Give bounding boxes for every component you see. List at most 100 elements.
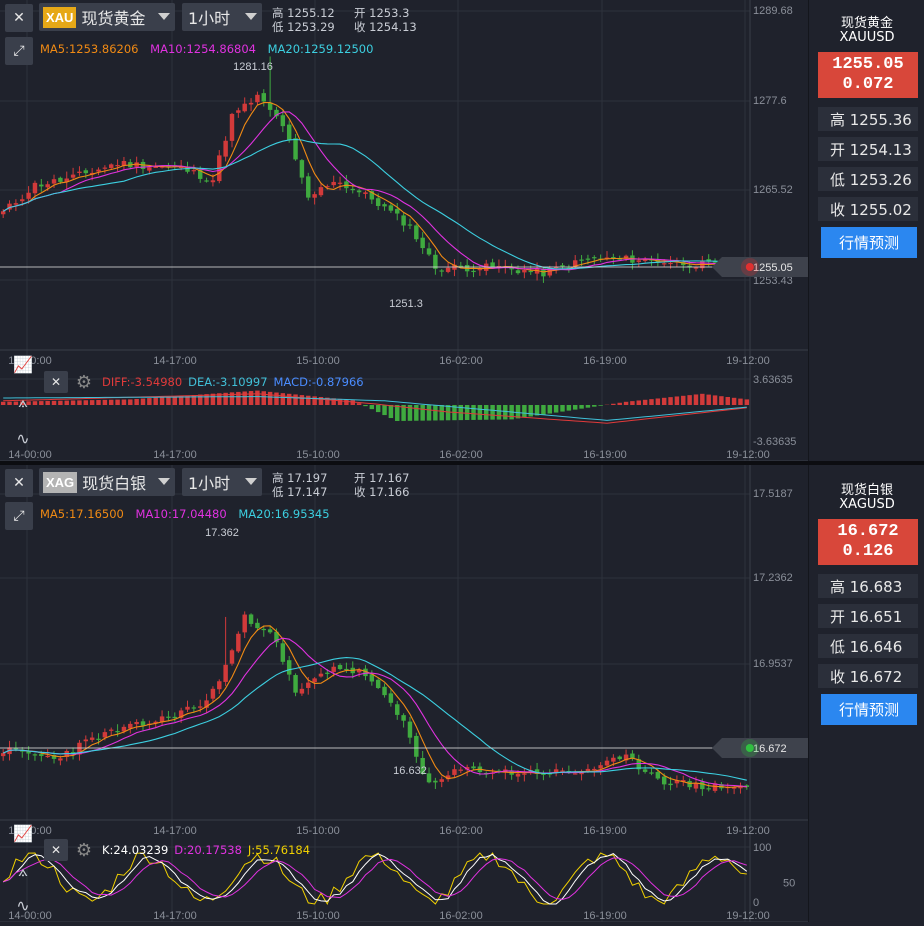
x-tick-label: 14-17:00	[153, 910, 196, 922]
candle-body	[668, 263, 672, 264]
candle-body	[471, 766, 475, 768]
wave-icon[interactable]: ∿	[8, 426, 38, 450]
symbol-selector[interactable]: XAG 现货白银	[39, 468, 175, 496]
line-chart-icon[interactable]: 📈	[8, 821, 38, 845]
candle-body	[560, 265, 564, 266]
macd-bar	[617, 403, 621, 405]
macd-bar	[567, 405, 571, 411]
candle-body	[287, 660, 291, 674]
macd-bar	[103, 400, 107, 405]
candle-body	[109, 164, 113, 168]
ohlc-high: 高 17.197	[272, 471, 354, 485]
macd-bar	[414, 405, 418, 421]
candle-body	[598, 765, 602, 768]
compass-icon[interactable]: ⟑	[8, 390, 38, 414]
macd-bar	[71, 400, 75, 405]
candle-body	[236, 634, 240, 652]
macd-bar	[745, 399, 749, 405]
candle-body	[84, 170, 88, 173]
macd-bar	[84, 400, 88, 405]
close-icon[interactable]: ✕	[44, 839, 68, 861]
macd-bar	[726, 397, 730, 405]
macd-bar	[554, 405, 558, 413]
macd-bar	[312, 396, 316, 405]
candle-body	[281, 643, 285, 662]
macd-bar	[109, 400, 113, 405]
kdj-header: ✕ ⚙ K:24.03239 D:20.17538 J:55.76184	[44, 839, 310, 861]
macd-bar	[706, 395, 710, 405]
candle-body	[389, 205, 393, 210]
symbol-selector[interactable]: XAU 现货黄金	[39, 3, 175, 31]
predict-button[interactable]: 行情预测	[821, 227, 917, 258]
candle-body	[300, 689, 304, 694]
close-icon[interactable]: ✕	[44, 371, 68, 393]
macd-bar	[249, 391, 253, 405]
close-button[interactable]: ✕	[5, 3, 33, 33]
candle-body	[522, 270, 526, 272]
candle-body	[592, 769, 596, 770]
candle-body	[331, 182, 335, 185]
wave-icon[interactable]: ∿	[8, 893, 38, 917]
x-tick-label: 19-12:00	[726, 825, 769, 837]
x-tick-label: 16-19:00	[583, 910, 626, 922]
ma5-line	[3, 626, 747, 788]
timeframe-label: 1小时	[188, 470, 230, 494]
current-price: 1255.05	[818, 55, 918, 75]
close-icon[interactable]: ✕	[5, 4, 33, 32]
live-dot	[746, 744, 754, 752]
y-tick-label: 17.5187	[753, 488, 793, 500]
candle-body	[141, 721, 145, 725]
candle-body	[611, 758, 615, 762]
gear-icon[interactable]: ⚙	[72, 371, 96, 393]
chevron-down-icon	[158, 478, 170, 485]
candle-body	[115, 731, 119, 732]
live-dot	[746, 263, 754, 271]
candle-body	[420, 238, 424, 248]
ma20-label: MA20:16.95345	[238, 507, 329, 521]
candle-body	[357, 191, 361, 193]
candle-body	[39, 185, 43, 187]
x-tick-label: 19-12:00	[726, 910, 769, 922]
gear-icon[interactable]: ⚙	[72, 839, 96, 861]
candle-body	[109, 730, 113, 731]
expand-button[interactable]: ⤢	[5, 501, 33, 531]
instrument-name: 现货白银	[809, 479, 924, 498]
candle-body	[223, 665, 227, 682]
macd-bar	[160, 397, 164, 405]
macd-bar	[738, 399, 742, 405]
macd-bar	[541, 405, 545, 415]
ohlc-open: 开 1253.3	[354, 6, 436, 20]
compass-icon[interactable]: ⟑	[8, 859, 38, 883]
symbol-code: XAG	[43, 472, 77, 493]
timeframe-selector[interactable]: 1小时	[182, 3, 262, 31]
expand-button[interactable]: ⤢	[5, 36, 33, 66]
candle-body	[617, 757, 621, 759]
macd-bar	[668, 397, 672, 405]
macd-bar	[637, 400, 641, 405]
candle-body	[45, 756, 49, 757]
y-tick-label: 17.2362	[753, 572, 793, 584]
predict-button[interactable]: 行情预测	[821, 694, 917, 725]
candle-body	[656, 772, 660, 778]
line-chart-icon[interactable]: 📈	[8, 352, 38, 376]
candle-body	[586, 259, 590, 260]
ma-legend: MA5:1253.86206 MA10:1254.86804 MA20:1259…	[40, 42, 381, 56]
expand-icon[interactable]: ⤢	[5, 502, 33, 530]
candle-body	[351, 189, 355, 190]
candle-body	[605, 761, 609, 766]
macd-bar	[274, 393, 278, 405]
close-icon[interactable]: ✕	[5, 469, 33, 497]
ohlc-low: 低 1253.29	[272, 20, 354, 34]
candle-body	[446, 268, 450, 272]
macd-bar	[471, 405, 475, 420]
candle-body	[204, 180, 208, 181]
x-tick-label: 14-17:00	[153, 355, 196, 367]
timeframe-selector[interactable]: 1小时	[182, 468, 262, 496]
x-tick-label: 14-17:00	[153, 825, 196, 837]
candle-body	[440, 779, 444, 782]
candle-body	[573, 773, 577, 774]
expand-icon[interactable]: ⤢	[5, 37, 33, 65]
ma5-label: MA5:1253.86206	[40, 42, 139, 56]
high-price-annotation: 17.362	[205, 527, 239, 539]
close-button[interactable]: ✕	[5, 468, 33, 498]
